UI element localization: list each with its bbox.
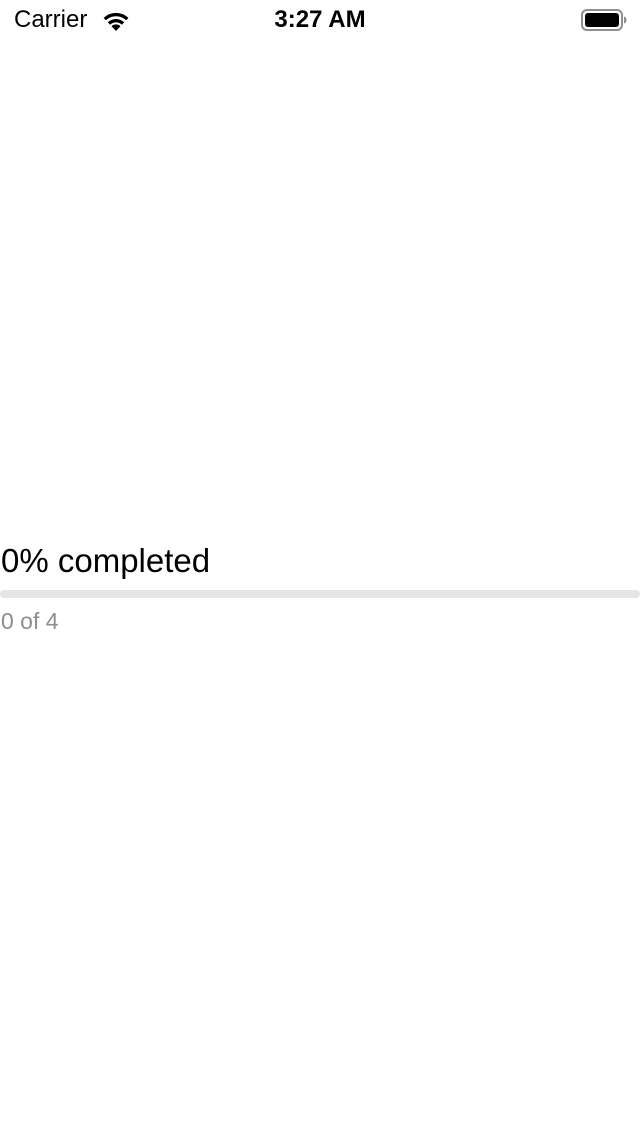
battery-icon xyxy=(581,9,627,31)
wifi-icon xyxy=(103,12,129,31)
carrier-label: Carrier xyxy=(14,6,88,33)
progress-count: 0 of 4 xyxy=(1,608,59,634)
status-time: 3:27 AM xyxy=(274,6,366,33)
progress-bar xyxy=(0,590,640,598)
progress-title: 0% completed xyxy=(1,542,211,579)
status-bar: Carrier 3:27 AM xyxy=(0,0,640,40)
